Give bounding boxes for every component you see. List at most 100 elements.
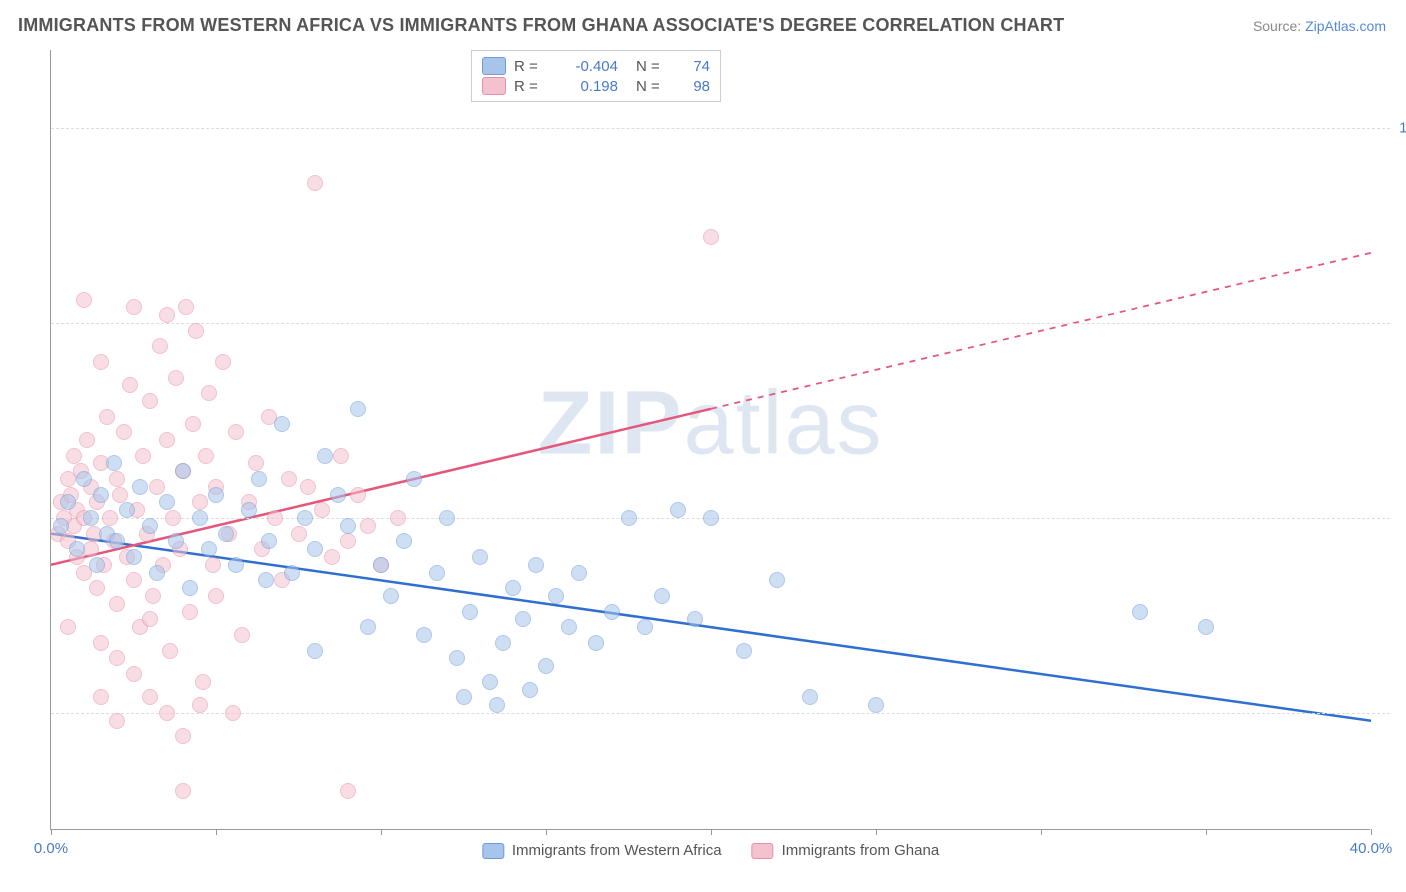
data-point [495,635,511,651]
data-point [218,526,234,542]
source-link[interactable]: ZipAtlas.com [1305,18,1386,34]
y-tick-label: 100.0% [1380,120,1406,137]
data-point [126,666,142,682]
data-point [168,370,184,386]
data-point [449,650,465,666]
data-point [868,697,884,713]
legend-item: Immigrants from Ghana [752,842,940,859]
data-point [53,518,69,534]
data-point [205,557,221,573]
x-tick [546,829,547,835]
x-tick [1206,829,1207,835]
data-point [93,689,109,705]
data-point [93,487,109,503]
gridline-h [51,323,1390,324]
data-point [215,354,231,370]
legend-swatch [482,843,504,859]
data-point [135,448,151,464]
data-point [76,292,92,308]
legend-row: R = 0.198 N = 98 [482,77,710,95]
x-tick [216,829,217,835]
data-point [703,510,719,526]
data-point [182,580,198,596]
data-point [703,229,719,245]
data-point [456,689,472,705]
data-point [284,565,300,581]
data-point [251,471,267,487]
data-point [340,518,356,534]
data-point [159,432,175,448]
data-point [317,448,333,464]
data-point [109,596,125,612]
data-point [109,713,125,729]
y-tick-label: 75.0% [1380,315,1406,332]
data-point [126,549,142,565]
data-point [145,588,161,604]
legend-n-value: 98 [680,78,710,95]
data-point [149,565,165,581]
data-point [281,471,297,487]
data-point [83,510,99,526]
data-point [192,510,208,526]
data-point [515,611,531,627]
data-point [548,588,564,604]
source-attribution: Source: ZipAtlas.com [1253,18,1386,34]
data-point [248,455,264,471]
legend-r-value: 0.198 [558,78,618,95]
data-point [142,518,158,534]
data-point [258,572,274,588]
legend-r-value: -0.404 [558,58,618,75]
data-point [390,510,406,526]
data-point [307,541,323,557]
legend-item: Immigrants from Western Africa [482,842,722,859]
data-point [192,697,208,713]
data-point [670,502,686,518]
data-point [201,541,217,557]
data-point [333,448,349,464]
data-point [396,533,412,549]
data-point [109,650,125,666]
data-point [489,697,505,713]
data-point [93,354,109,370]
y-tick-label: 50.0% [1380,510,1406,527]
data-point [106,455,122,471]
legend-n-label: N = [636,58,672,75]
data-point [588,635,604,651]
legend-r-label: R = [514,58,550,75]
series-legend: Immigrants from Western Africa Immigrants… [482,842,939,859]
data-point [360,518,376,534]
data-point [416,627,432,643]
watermark-text: ZIPatlas [537,372,883,475]
data-point [802,689,818,705]
data-point [112,487,128,503]
legend-series-name: Immigrants from Ghana [782,842,940,859]
x-tick [1371,829,1372,835]
data-point [406,471,422,487]
data-point [201,385,217,401]
data-point [60,494,76,510]
data-point [76,471,92,487]
data-point [654,588,670,604]
data-point [769,572,785,588]
legend-swatch [482,57,506,75]
data-point [195,674,211,690]
data-point [208,588,224,604]
data-point [182,604,198,620]
data-point [1198,619,1214,635]
legend-r-label: R = [514,78,550,95]
data-point [274,416,290,432]
data-point [462,604,478,620]
data-point [159,307,175,323]
legend-swatch [752,843,774,859]
data-point [188,323,204,339]
gridline-h [51,713,1390,714]
data-point [472,549,488,565]
data-point [505,580,521,596]
scatter-plot-area: ZIPatlas R =-0.404N =74R =0.198N =98 Imm… [50,50,1370,830]
legend-n-label: N = [636,78,672,95]
data-point [604,604,620,620]
data-point [538,658,554,674]
data-point [89,580,105,596]
data-point [267,510,283,526]
data-point [300,479,316,495]
